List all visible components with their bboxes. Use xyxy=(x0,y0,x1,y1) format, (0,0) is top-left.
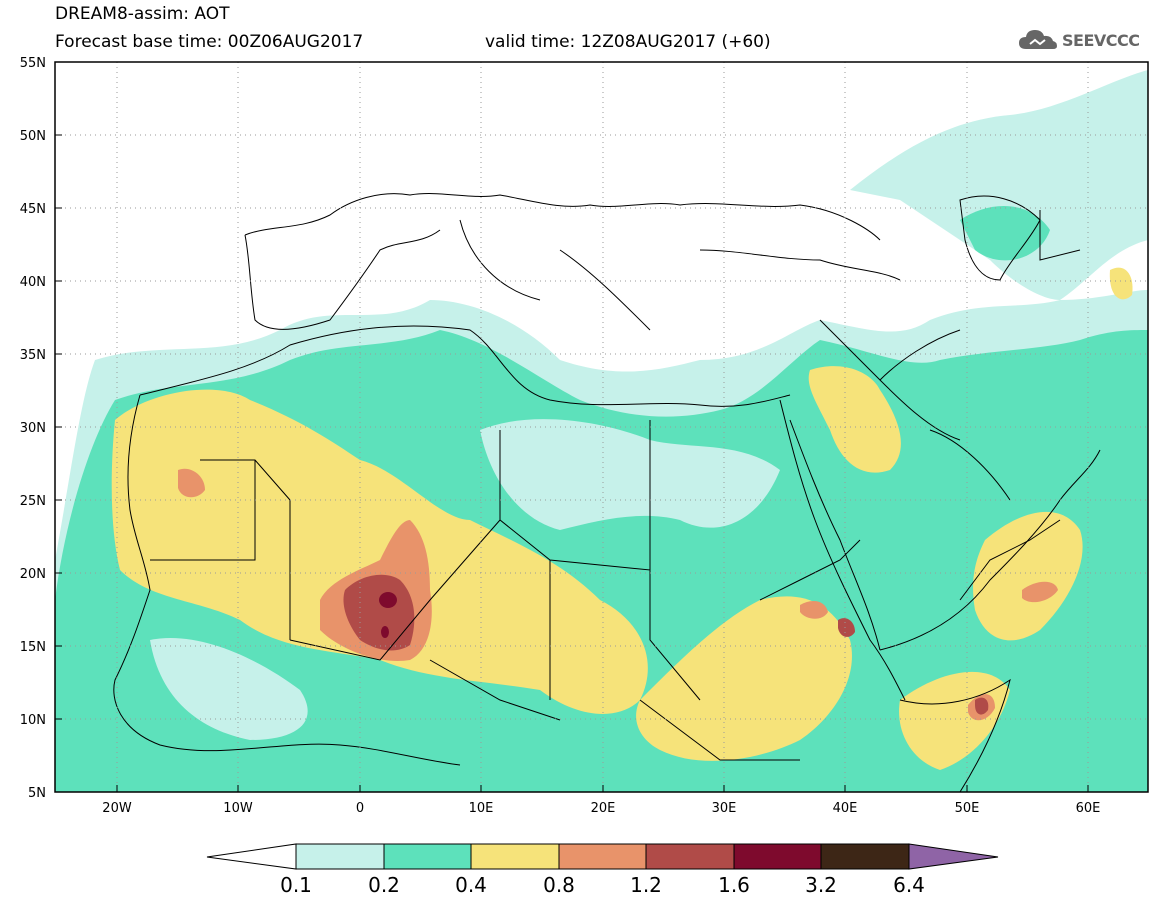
lat-label: 10N xyxy=(20,713,46,728)
west-africa-coast xyxy=(113,394,461,766)
aot-contour-0.4-iraq xyxy=(808,366,901,473)
colorbar-label: 1.6 xyxy=(718,873,750,897)
aot-contour-0.8-oman xyxy=(1022,581,1058,603)
aot-contour-0.4-arabia xyxy=(973,511,1083,641)
lat-label: 35N xyxy=(20,348,46,363)
lon-label: 20W xyxy=(102,801,132,816)
colorbar-label: 0.8 xyxy=(543,873,575,897)
aot-light-patch-libya xyxy=(480,419,780,530)
lon-label: 60E xyxy=(1076,801,1101,816)
cloud-icon xyxy=(1019,30,1057,49)
african-borders xyxy=(150,420,861,761)
colorbar-label: 6.4 xyxy=(893,873,925,897)
aot-contour-0.2-caspian xyxy=(960,206,1050,261)
lon-label: 20E xyxy=(591,801,616,816)
aot-light-patch-west-africa xyxy=(150,638,308,740)
coastlines xyxy=(113,193,1101,792)
axis-ticks xyxy=(55,61,1089,793)
logo-text: SEEVCCC xyxy=(1062,30,1140,50)
lat-label: 20N xyxy=(20,567,46,582)
aot-contour-0.4-sahara xyxy=(111,389,648,714)
lat-label: 30N xyxy=(20,421,46,436)
colorbar-label: 0.1 xyxy=(280,873,312,897)
middle-east-borders xyxy=(819,210,1081,601)
caspian-coast xyxy=(959,195,1041,281)
lat-label: 15N xyxy=(20,640,46,655)
lon-label: 30E xyxy=(712,801,737,816)
colorbar-segment xyxy=(558,843,647,870)
colorbar-high-arrow xyxy=(908,843,999,870)
lat-label: 45N xyxy=(20,202,46,217)
lon-label: 0 xyxy=(356,801,364,816)
lon-label: 10W xyxy=(223,801,253,816)
aot-contour-1.2-mali xyxy=(343,574,415,651)
aot-contour-0.8-wsahara xyxy=(178,468,205,498)
lon-label: 50E xyxy=(955,801,980,816)
lon-label: 10E xyxy=(469,801,494,816)
colorbar-segment xyxy=(295,843,385,870)
graticule xyxy=(55,62,1148,792)
red-sea-coast xyxy=(779,399,906,701)
horn-coast xyxy=(899,678,1011,792)
lat-label: 40N xyxy=(20,275,46,290)
colorbar-label: 1.2 xyxy=(630,873,662,897)
colorbar xyxy=(206,843,999,870)
aot-contour-0.4-iran xyxy=(1109,267,1133,300)
colorbar-segment xyxy=(645,843,735,870)
forecast-base-time: Forecast base time: 00Z06AUG2017 xyxy=(55,32,364,52)
iberia-coast xyxy=(244,229,441,330)
valid-time: valid time: 12Z08AUG2017 (+60) xyxy=(485,32,771,52)
aot-contour-0.8-ethiopia xyxy=(800,600,828,619)
colorbar-segment xyxy=(820,843,910,870)
aot-contour-1.2-ethiopia xyxy=(838,618,855,637)
lat-label: 50N xyxy=(20,129,46,144)
aot-contour-0.4-sudan xyxy=(636,596,852,761)
lat-label: 25N xyxy=(20,494,46,509)
aot-contour-1.6-mali-south xyxy=(381,626,389,638)
colorbar-segment xyxy=(733,843,822,870)
map-title: DREAM8-assim: AOT xyxy=(55,4,230,24)
arabia-coast xyxy=(879,429,1101,651)
aot-contour-1.2-somalia xyxy=(975,697,989,715)
north-africa-coast xyxy=(139,325,791,407)
lat-label: 55N xyxy=(20,56,46,71)
colorbar-label: 3.2 xyxy=(805,873,837,897)
aot-contour-1.6-mali xyxy=(379,592,397,608)
colorbar-segment xyxy=(383,843,472,870)
colorbar-label: 0.4 xyxy=(455,873,487,897)
aot-field xyxy=(55,70,1148,792)
colorbar-low-arrow xyxy=(206,843,297,870)
aot-contour-0.1-north xyxy=(850,70,1148,300)
lon-label: 40E xyxy=(833,801,858,816)
lat-label: 5N xyxy=(28,786,46,801)
seevccc-logo: SEEVCCC xyxy=(1018,26,1140,54)
latitude-labels: 55N 50N 45N 40N 35N 30N 25N 20N 15N 10N … xyxy=(20,56,46,801)
colorbar-segment xyxy=(470,843,560,870)
colorbar-label: 0.2 xyxy=(368,873,400,897)
europe-coast xyxy=(244,193,901,331)
colorbar-labels: 0.1 0.2 0.4 0.8 1.2 1.6 3.2 6.4 xyxy=(280,873,925,897)
longitude-labels: 20W 10W 0 10E 20E 30E 40E 50E 60E xyxy=(102,801,1100,816)
